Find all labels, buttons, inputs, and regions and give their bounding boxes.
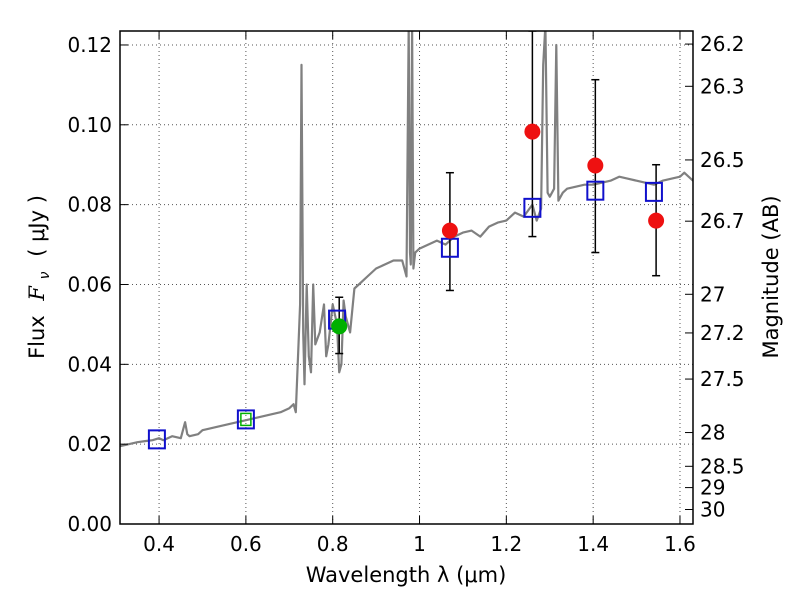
measurement-point [331, 318, 348, 335]
sed-template-line [120, 31, 693, 448]
measurement-point [441, 222, 458, 239]
right-tick-label: 27 [700, 282, 725, 306]
x-axis-label: Wavelength λ (μm) [306, 563, 507, 587]
y-axis-label-subscript: ν [37, 271, 53, 279]
model-square [147, 429, 166, 450]
model-square [586, 180, 605, 201]
limit-square [240, 412, 252, 427]
right-tick-label: 28 [700, 421, 725, 445]
axes-frame [119, 30, 694, 525]
model-square [236, 409, 255, 430]
y-tick-label: 0.08 [67, 193, 112, 217]
y-tick-label: 0.12 [67, 33, 112, 57]
x-tick-label: 0.8 [317, 532, 349, 556]
x-tick-label: 1.4 [577, 532, 609, 556]
y-axis-label: Flux F ν ( μJy ) [25, 195, 54, 359]
y-axis-label-symbol: F [25, 285, 49, 302]
y-axis-label-right: Magnitude (AB) [759, 195, 783, 358]
y-tick-label: 0.02 [67, 432, 112, 456]
measurement-point [587, 157, 604, 174]
model-square [644, 181, 663, 202]
model-square [440, 237, 459, 258]
right-tick-label: 28.5 [700, 454, 745, 478]
measurement-point [524, 123, 541, 140]
right-tick-label: 27.5 [700, 367, 745, 391]
y-tick-label: 0.00 [67, 512, 112, 536]
x-tick-label: 1.6 [664, 532, 696, 556]
plot-area [120, 31, 693, 450]
ticks: 0.4 0.6 0.8 1 1.2 1.4 1.6 0.00 0.02 0.04 0.06 0.08 0… [67, 31, 745, 556]
y-tick-label: 0.10 [67, 113, 112, 137]
x-tick-label: 0.6 [230, 532, 262, 556]
right-tick-label: 26.5 [700, 148, 745, 172]
y-tick-label: 0.04 [67, 352, 112, 376]
y-axis-label-unit: ( μJy ) [25, 195, 49, 257]
y-axis-label-prefix: Flux [25, 315, 49, 359]
right-tick-label: 27.2 [700, 321, 745, 345]
right-tick-label: 26.2 [700, 32, 745, 56]
measurement-point [648, 212, 665, 229]
right-tick-label: 26.7 [700, 209, 745, 233]
right-tick-label: 30 [700, 498, 725, 522]
right-tick-label: 26.3 [700, 74, 745, 98]
right-tick-label: 29 [700, 476, 725, 500]
x-tick-label: 1 [413, 532, 426, 556]
x-tick-label: 1.2 [490, 532, 522, 556]
x-tick-label: 0.4 [143, 532, 175, 556]
model-square [523, 197, 542, 218]
y-tick-label: 0.06 [67, 272, 112, 296]
